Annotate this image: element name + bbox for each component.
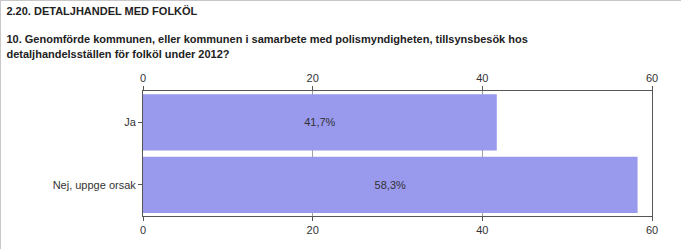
svg-text:60: 60 (646, 224, 658, 236)
svg-text:58,3%: 58,3% (375, 179, 406, 191)
svg-text:40: 40 (476, 72, 488, 84)
svg-text:Ja: Ja (124, 116, 137, 128)
svg-text:41,7%: 41,7% (304, 116, 335, 128)
svg-text:0: 0 (140, 224, 146, 236)
svg-text:Nej, uppge orsak: Nej, uppge orsak (53, 179, 137, 191)
svg-text:20: 20 (307, 224, 319, 236)
svg-text:2.20. DETALJHANDEL MED FOLKÖL1: 2.20. DETALJHANDEL MED FOLKÖL10. Genomfö… (6, 5, 527, 60)
svg-text:60: 60 (646, 72, 658, 84)
svg-text:0: 0 (140, 72, 146, 84)
svg-text:40: 40 (476, 224, 488, 236)
svg-text:20: 20 (307, 72, 319, 84)
